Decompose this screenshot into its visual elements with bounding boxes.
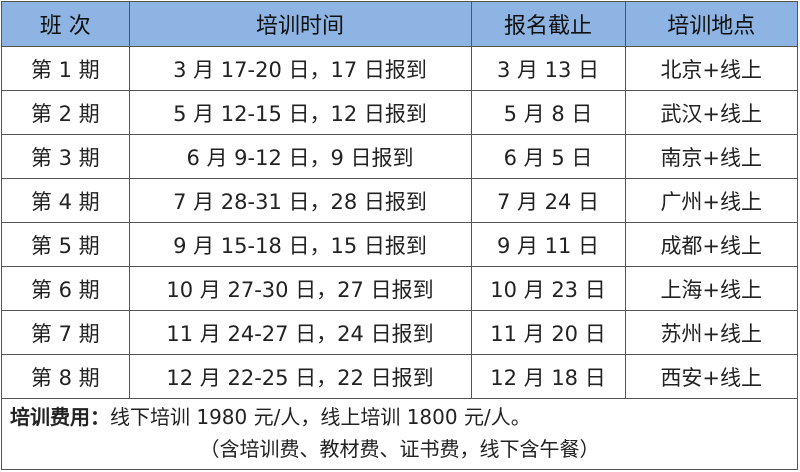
location-cell: 武汉+线上 (624, 90, 797, 135)
deadline-cell: 6 月 5 日 (470, 134, 626, 179)
fee-note: 培训费用：线下培训 1980 元/人，线上培训 1800 元/人。 （含培训费、… (2, 399, 797, 467)
location-cell: 上海+线上 (624, 266, 797, 311)
class-cell: 第 3 期 (2, 134, 130, 179)
deadline-cell: 11 月 20 日 (470, 310, 626, 355)
header-location: 培训地点 (624, 2, 797, 47)
class-cell: 第 4 期 (2, 178, 130, 223)
table-row: 第 6 期 10 月 27-30 日，27 日报到 10 月 23 日上海+线上 (2, 266, 797, 311)
deadline-cell: 9 月 11 日 (470, 222, 626, 267)
time-cell: 10 月 27-30 日，27 日报到 (128, 266, 472, 311)
header-deadline: 报名截止 (470, 2, 626, 47)
class-cell: 第 2 期 (2, 90, 130, 135)
header-class: 班 次 (2, 2, 130, 47)
time-cell: 5 月 12-15 日，12 日报到 (128, 90, 472, 135)
location-cell: 南京+线上 (624, 134, 797, 179)
class-cell: 第 5 期 (2, 222, 130, 267)
header-time: 培训时间 (128, 2, 472, 47)
time-cell: 12 月 22-25 日，22 日报到 (128, 354, 472, 399)
deadline-cell: 12 月 18 日 (470, 354, 626, 399)
table-row: 第 8 期 12 月 22-25 日，22 日报到 12 月 18 日西安+线上 (2, 354, 797, 399)
location-cell: 西安+线上 (624, 354, 797, 399)
class-cell: 第 6 期 (2, 266, 130, 311)
location-cell: 苏州+线上 (624, 310, 797, 355)
deadline-cell: 3 月 13 日 (470, 46, 626, 91)
location-cell: 北京+线上 (624, 46, 797, 91)
header-row: 班 次 培训时间 报名截止 培训地点 (2, 2, 797, 47)
fee-line1: 线下培训 1980 元/人，线上培训 1800 元/人。 (110, 405, 531, 429)
class-cell: 第 8 期 (2, 354, 130, 399)
fee-line2: （含培训费、教材费、证书费，线下含午餐） (199, 437, 600, 461)
table-row: 第 7 期 11 月 24-27 日，24 日报到 11 月 20 日苏州+线上 (2, 310, 797, 355)
deadline-cell: 7 月 24 日 (470, 178, 626, 223)
class-cell: 第 7 期 (2, 310, 130, 355)
deadline-cell: 5 月 8 日 (470, 90, 626, 135)
location-cell: 成都+线上 (624, 222, 797, 267)
time-cell: 11 月 24-27 日，24 日报到 (128, 310, 472, 355)
time-cell: 6 月 9-12 日，9 日报到 (128, 134, 472, 179)
location-cell: 广州+线上 (624, 178, 797, 223)
class-cell: 第 1 期 (2, 46, 130, 91)
time-cell: 7 月 28-31 日，28 日报到 (128, 178, 472, 223)
fee-label: 培训费用： (10, 405, 110, 429)
time-cell: 3 月 17-20 日，17 日报到 (128, 46, 472, 91)
deadline-cell: 10 月 23 日 (470, 266, 626, 311)
time-cell: 9 月 15-18 日，15 日报到 (128, 222, 472, 267)
